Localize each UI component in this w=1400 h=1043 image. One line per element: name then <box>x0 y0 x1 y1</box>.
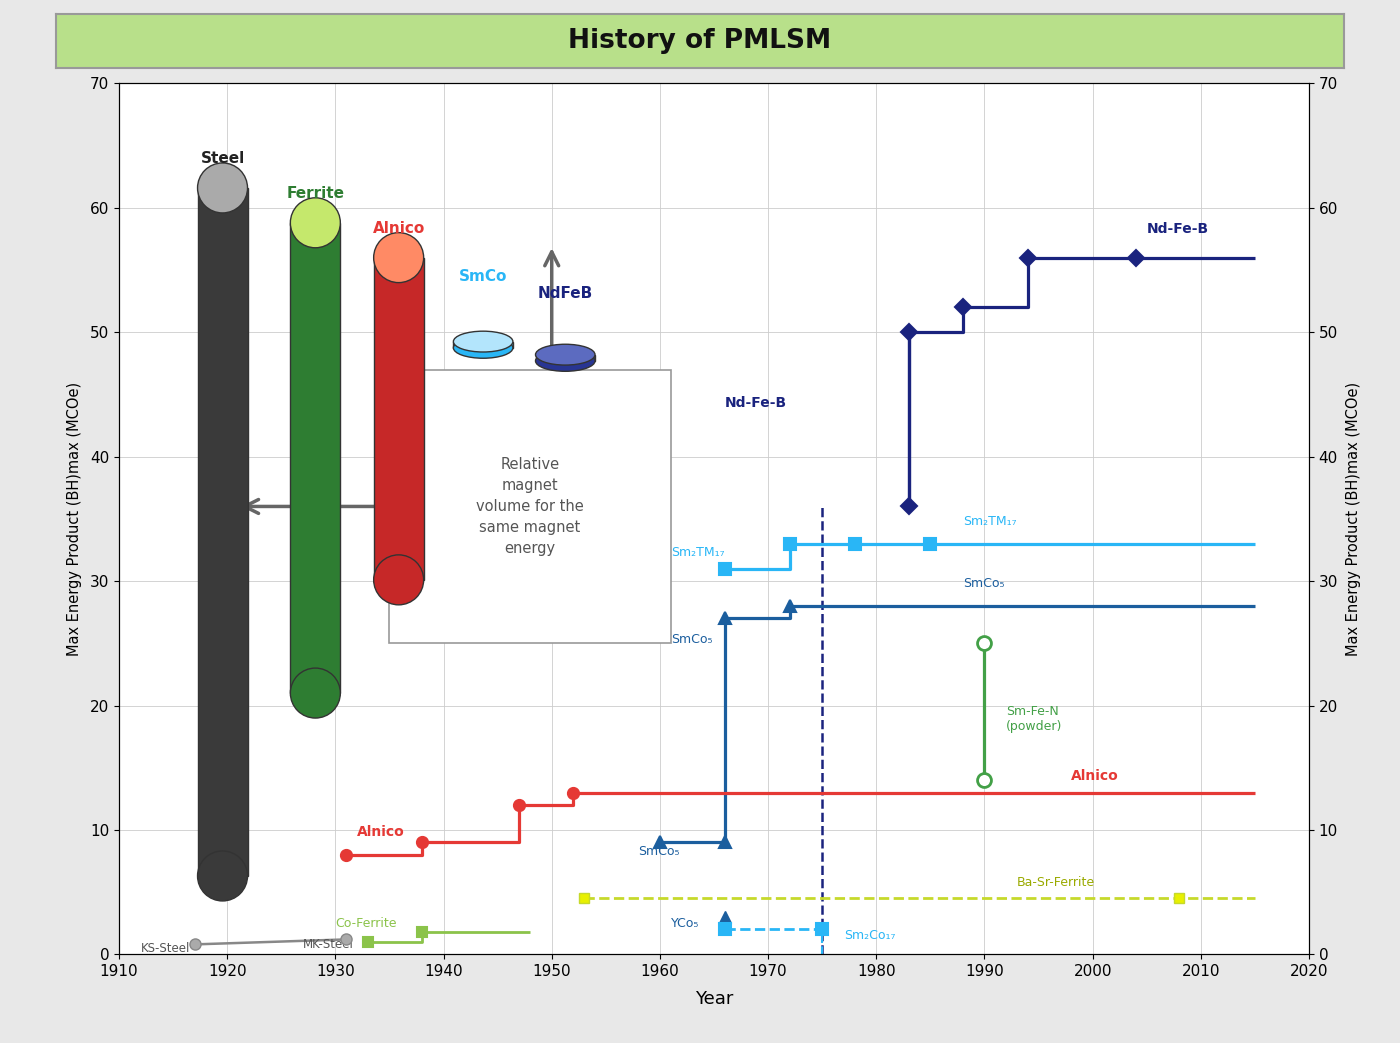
FancyBboxPatch shape <box>389 369 671 644</box>
Y-axis label: Max Energy Product (BH)max (MCOe): Max Energy Product (BH)max (MCOe) <box>1347 382 1361 656</box>
Ellipse shape <box>197 851 248 901</box>
Text: Nd-Fe-B: Nd-Fe-B <box>725 396 787 410</box>
Ellipse shape <box>454 332 512 351</box>
Text: Alnico: Alnico <box>1071 769 1119 783</box>
Text: SmCo₅: SmCo₅ <box>963 578 1004 590</box>
Y-axis label: Max Energy Product (BH)max (MCOe): Max Energy Product (BH)max (MCOe) <box>67 382 81 656</box>
Ellipse shape <box>290 198 340 248</box>
FancyBboxPatch shape <box>454 342 512 347</box>
Text: SmCo: SmCo <box>459 269 507 284</box>
Ellipse shape <box>535 350 595 371</box>
FancyBboxPatch shape <box>374 258 424 580</box>
Text: Alnico: Alnico <box>357 825 405 840</box>
Text: Sm₂TM₁₇: Sm₂TM₁₇ <box>963 515 1016 528</box>
Text: KS-Steel: KS-Steel <box>140 942 190 954</box>
Text: NdFeB: NdFeB <box>538 286 592 301</box>
Text: History of PMLSM: History of PMLSM <box>568 28 832 53</box>
Text: Sm-Fe-N
(powder): Sm-Fe-N (powder) <box>1007 705 1063 733</box>
Text: Relative
magnet
volume for the
same magnet
energy: Relative magnet volume for the same magn… <box>476 457 584 556</box>
Text: SmCo₅: SmCo₅ <box>671 633 713 647</box>
Text: Steel: Steel <box>200 151 245 166</box>
X-axis label: Year: Year <box>694 990 734 1009</box>
Text: Sm₂TM₁₇: Sm₂TM₁₇ <box>671 547 724 559</box>
Ellipse shape <box>374 233 424 283</box>
Ellipse shape <box>197 163 248 213</box>
FancyBboxPatch shape <box>290 223 340 694</box>
Ellipse shape <box>374 555 424 605</box>
FancyBboxPatch shape <box>535 355 595 361</box>
Text: YCo₅: YCo₅ <box>671 917 699 930</box>
Ellipse shape <box>290 669 340 718</box>
Text: Ferrite: Ferrite <box>287 186 344 201</box>
Text: Nd-Fe-B: Nd-Fe-B <box>1147 222 1208 236</box>
Text: Ba-Sr-Ferrite: Ba-Sr-Ferrite <box>1016 876 1095 889</box>
Text: Co-Ferrite: Co-Ferrite <box>336 917 396 930</box>
Ellipse shape <box>454 338 512 358</box>
Text: Sm₂Co₁₇: Sm₂Co₁₇ <box>844 929 896 943</box>
Text: MK-Steel: MK-Steel <box>302 938 354 951</box>
Ellipse shape <box>535 344 595 365</box>
Text: SmCo₅: SmCo₅ <box>638 845 680 857</box>
Text: Alnico: Alnico <box>372 221 424 236</box>
FancyBboxPatch shape <box>197 188 248 876</box>
